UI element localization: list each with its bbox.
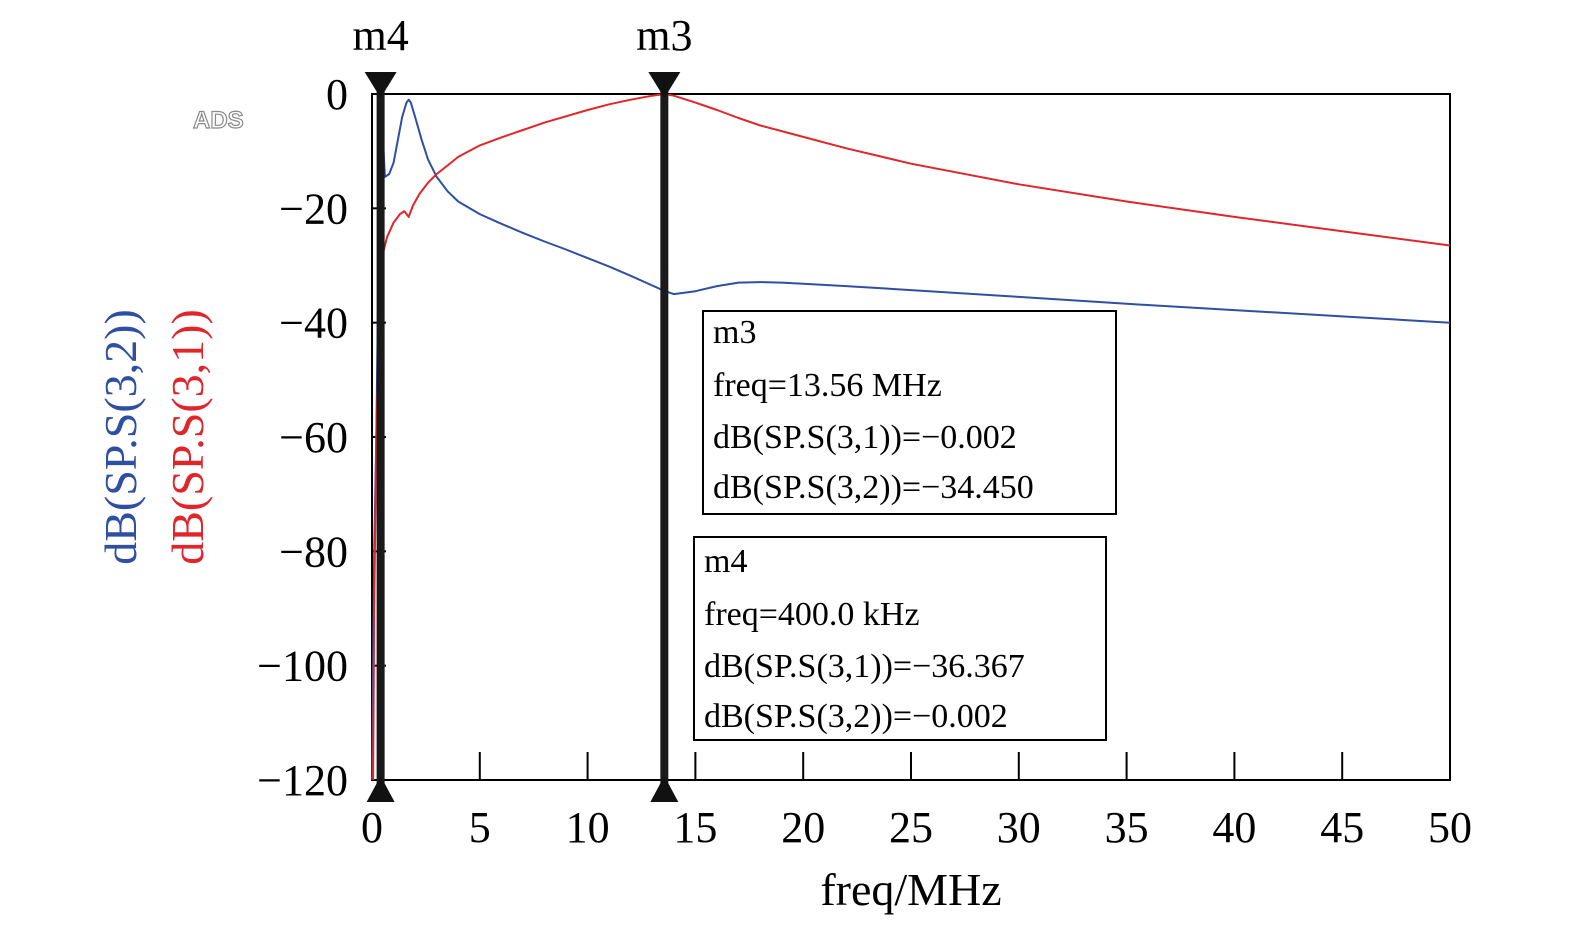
y-axis-label-s32: dB(SP.S(3,2)) — [95, 309, 146, 565]
y-tick-label: −100 — [257, 642, 348, 691]
x-tick-label: 25 — [889, 803, 933, 852]
y-axis-label-s31: dB(SP.S(3,1)) — [162, 309, 213, 565]
x-tick-label: 40 — [1212, 803, 1256, 852]
x-tick-label: 35 — [1105, 803, 1149, 852]
y-tick-label: −20 — [279, 184, 348, 233]
y-tick-label: −60 — [279, 413, 348, 462]
series-line-s31 — [372, 93, 1451, 781]
marker-label-m4: m4 — [353, 11, 409, 60]
x-tick-label: 10 — [566, 803, 610, 852]
marker-box-m4-freq: freq=400.0 kHz — [704, 596, 920, 633]
marker-top-triangle-m3 — [648, 72, 681, 98]
ads-watermark: ADS — [193, 107, 244, 134]
marker-box-m3-s32: dB(SP.S(3,2))=−34.450 — [713, 469, 1034, 506]
series-group — [371, 93, 1451, 781]
marker-box-m3-s31: dB(SP.S(3,1))=−0.002 — [713, 419, 1017, 456]
marker-box-m3-title: m3 — [713, 314, 756, 351]
x-axis-label: freq/MHz — [820, 864, 1001, 915]
x-axis: 0 5 10 15 20 25 30 35 40 45 50 — [361, 752, 1472, 852]
x-tick-label: 20 — [781, 803, 825, 852]
y-tick-label: −80 — [279, 527, 348, 576]
y-tick-label: −40 — [279, 299, 348, 348]
marker-top-triangle-m4 — [364, 72, 397, 98]
y-tick-label: −120 — [257, 756, 348, 805]
marker-box-m4-frame — [693, 536, 1107, 741]
marker-bottom-triangle-m3 — [650, 776, 679, 802]
marker-box-m3: m3 freq=13.56 MHz dB(SP.S(3,1))=−0.002 d… — [702, 310, 1117, 515]
x-tick-label: 15 — [673, 803, 717, 852]
x-tick-label: 0 — [361, 803, 383, 852]
marker-box-m4-title: m4 — [704, 543, 747, 580]
x-tick-label: 45 — [1320, 803, 1364, 852]
marker-group: m4 m3 — [353, 11, 692, 802]
y-tick-label: 0 — [326, 70, 348, 119]
marker-label-m3: m3 — [636, 11, 692, 60]
marker-box-m3-freq: freq=13.56 MHz — [713, 367, 942, 404]
marker-box-m4-s31: dB(SP.S(3,1))=−36.367 — [704, 648, 1025, 685]
y-axis: 0 −20 −40 −60 −80 −100 −120 — [257, 70, 386, 805]
x-tick-label: 5 — [469, 803, 491, 852]
series-line-s32 — [371, 93, 1451, 781]
marker-box-m3-frame — [702, 310, 1117, 515]
x-tick-label: 50 — [1428, 803, 1472, 852]
marker-box-m4: m4 freq=400.0 kHz dB(SP.S(3,1))=−36.367 … — [693, 536, 1107, 741]
x-tick-label: 30 — [997, 803, 1041, 852]
marker-bottom-triangle-m4 — [366, 776, 395, 802]
marker-box-m4-s32: dB(SP.S(3,2))=−0.002 — [704, 698, 1008, 735]
